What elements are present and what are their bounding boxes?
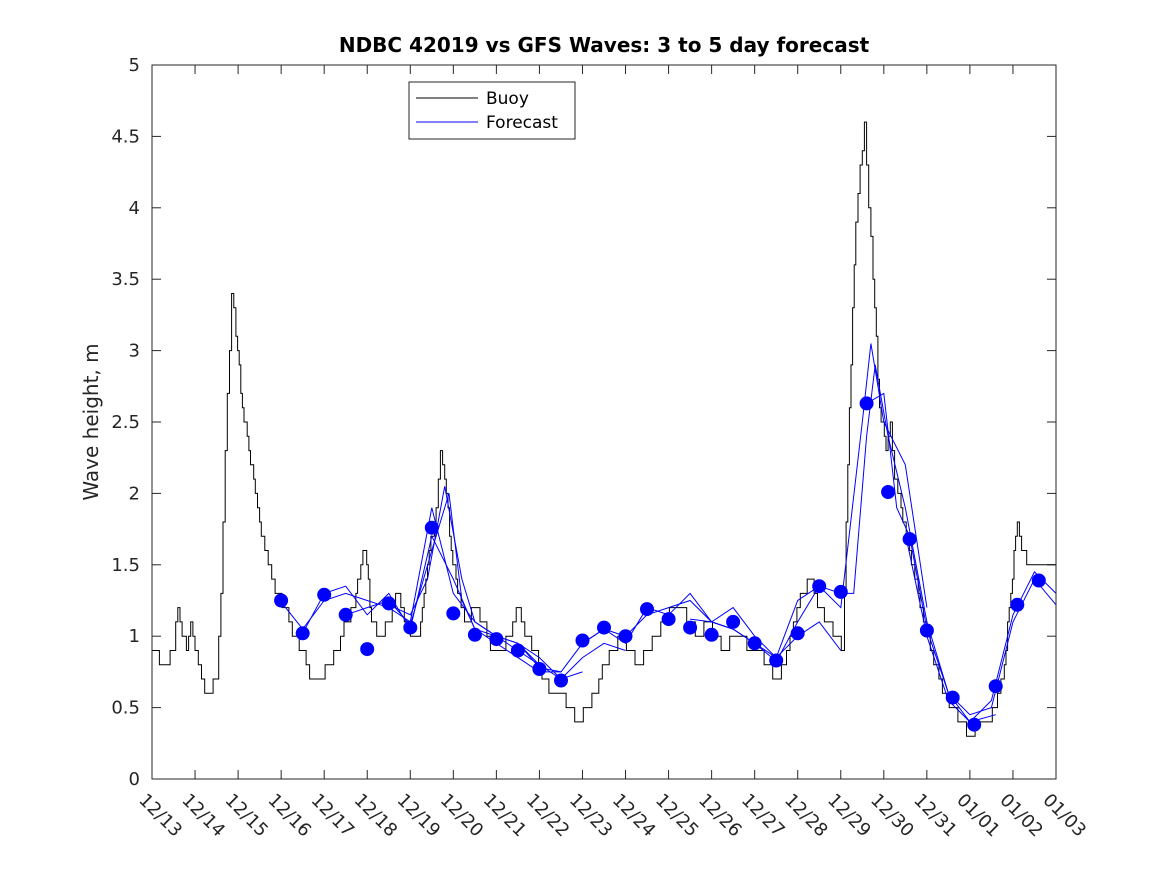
y-tick-label: 4.5	[111, 126, 140, 147]
forecast-marker	[747, 636, 762, 651]
forecast-marker	[919, 623, 934, 638]
y-axis-label: Wave height, m	[79, 343, 103, 500]
forecast-run-line	[904, 533, 1057, 723]
forecast-marker	[859, 396, 874, 411]
y-tick-label: 2.5	[111, 412, 140, 433]
forecast-marker	[575, 633, 590, 648]
legend-box	[408, 81, 576, 140]
forecast-marker	[360, 642, 375, 657]
forecast-marker	[726, 614, 741, 629]
forecast-marker	[381, 596, 396, 611]
buoy-series-line	[152, 121, 1056, 737]
forecast-marker	[967, 717, 982, 732]
forecast-marker	[661, 612, 676, 627]
plot-area	[152, 65, 1056, 779]
forecast-marker	[489, 632, 504, 647]
forecast-marker	[1010, 597, 1025, 612]
forecast-marker	[640, 602, 654, 617]
forecast-marker	[597, 620, 611, 635]
forecast-marker	[295, 626, 310, 641]
forecast-marker	[618, 629, 633, 644]
y-tick-label: 3	[129, 341, 140, 362]
y-tick-label: 3.5	[111, 269, 140, 290]
forecast-run-line	[302, 534, 561, 673]
forecast-marker	[274, 593, 289, 608]
forecast-marker	[945, 690, 960, 705]
forecast-marker	[338, 607, 353, 622]
forecast-marker	[812, 579, 827, 594]
forecast-marker	[988, 679, 1003, 694]
forecast-marker	[467, 627, 482, 642]
forecast-marker	[769, 653, 784, 668]
y-tick-label: 2	[129, 483, 140, 504]
y-tick-label: 4	[129, 198, 140, 219]
forecast-marker	[683, 620, 698, 635]
forecast-marker	[424, 520, 439, 535]
plot-frame	[151, 64, 1057, 780]
forecast-marker	[532, 662, 547, 676]
forecast-marker	[446, 606, 461, 621]
forecast-marker	[554, 673, 568, 688]
legend-buoy-label: Buoy	[486, 89, 529, 109]
chart-title: NDBC 42019 vs GFS Waves: 3 to 5 day fore…	[339, 33, 870, 57]
forecast-marker	[833, 584, 848, 599]
forecast-marker	[704, 627, 719, 642]
y-tick-label: 0	[129, 769, 140, 790]
forecast-marker	[317, 587, 332, 602]
series-layer	[152, 121, 1057, 737]
forecast-marker	[1031, 573, 1046, 588]
forecast-marker	[902, 532, 917, 547]
y-tick-label: 1.5	[111, 555, 140, 576]
y-tick-label: 5	[129, 55, 140, 76]
legend: Buoy Forecast	[408, 81, 576, 140]
y-tick-label: 1	[129, 626, 140, 647]
forecast-marker	[790, 626, 805, 641]
y-tick-label: 0.5	[111, 698, 140, 719]
forecast-marker	[510, 643, 525, 658]
legend-forecast-label: Forecast	[486, 113, 558, 133]
forecast-marker	[403, 620, 418, 635]
forecast-marker	[881, 485, 896, 499]
